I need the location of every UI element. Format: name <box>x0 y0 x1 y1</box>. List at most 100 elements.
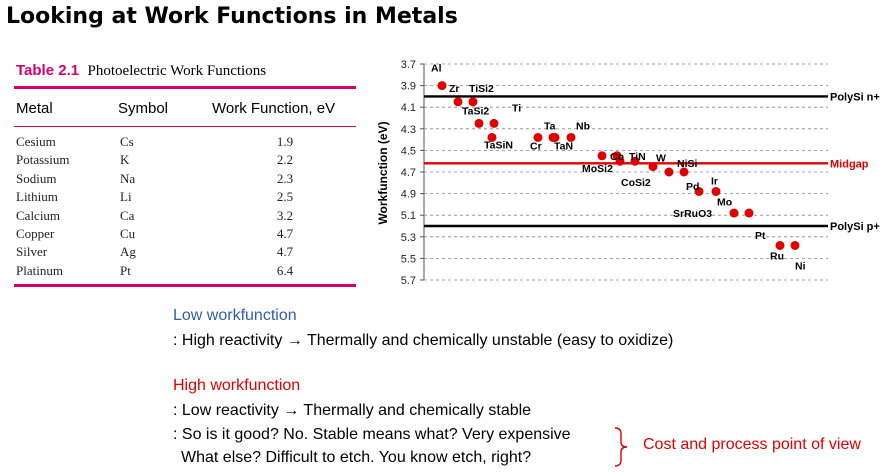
point-label: TiN <box>629 151 646 163</box>
reference-line-label: PolySi n+ <box>830 91 880 103</box>
work-function-cell: 2.3 <box>276 170 294 186</box>
work-function-cell: 2.5 <box>276 189 294 205</box>
symbol-cell: Na <box>120 170 136 186</box>
y-axis-label: Workfunction (eV) <box>376 121 390 224</box>
high-workfunction-heading: High workfunction <box>173 377 301 394</box>
table-caption: Table 2.1 Photoelectric Work Functions <box>16 62 266 80</box>
metal-cell: Potassium <box>16 152 70 168</box>
header-symbol: Symbol <box>118 100 169 117</box>
point-label: Ti <box>512 102 521 114</box>
table-row: Calcium Ca 3.2 <box>14 208 356 226</box>
point-label: TaSiN <box>484 139 513 151</box>
y-tick-label: 4.3 <box>401 124 416 136</box>
work-function-cell: 1.9 <box>276 134 294 149</box>
y-tick-label: 5.7 <box>401 275 416 287</box>
data-point <box>468 97 478 107</box>
point-label: Ru <box>770 250 784 262</box>
data-point <box>679 167 689 177</box>
point-label: Pt <box>755 230 766 242</box>
y-tick-label: 4.1 <box>401 102 416 114</box>
data-point <box>630 156 640 166</box>
metal-cell: Platinum <box>16 262 63 278</box>
point-label: Co <box>610 151 624 163</box>
symbol-cell: K <box>120 152 130 168</box>
data-point <box>615 156 625 166</box>
y-tick-label: 5.3 <box>401 232 416 244</box>
point-label: Mo <box>717 196 732 208</box>
table-row: Copper Cu 4.7 <box>14 226 356 244</box>
work-function-cell: 2.2 <box>276 152 294 168</box>
symbol-cell: Cs <box>120 134 134 149</box>
slide-title: Looking at Work Functions in Metals <box>6 4 458 29</box>
symbol-cell: Ag <box>120 244 136 260</box>
metal-cell: Silver <box>16 244 48 260</box>
table-top-rule <box>14 86 356 89</box>
work-function-cell: 4.7 <box>276 244 294 260</box>
point-label: SrRuO3 <box>673 208 712 220</box>
y-tick-label: 5.5 <box>401 253 416 265</box>
point-label: NiSi <box>677 158 698 170</box>
point-label: Pd <box>686 181 699 193</box>
y-tick-label: 5.1 <box>401 210 416 222</box>
workfunction-chart: Workfunction (eV) 3.7 3.9 4.1 4.3 4.5 4.7 4.9 5… <box>376 59 880 287</box>
table-caption-text: Photoelectric Work Functions <box>87 63 267 79</box>
reference-line-label: Midgap <box>830 158 869 170</box>
y-tick-label: 3.7 <box>401 59 416 71</box>
data-point <box>597 151 607 161</box>
cost-process-note: Cost and process point of view <box>643 436 861 453</box>
table-header-rule <box>14 126 356 127</box>
point-label: Zr <box>449 83 460 95</box>
data-point <box>648 162 658 172</box>
symbol-cell: Ca <box>120 207 135 223</box>
data-point <box>566 132 576 142</box>
table-row: Sodium Na 2.3 <box>14 171 356 189</box>
metal-cell: Cesium <box>16 134 56 149</box>
point-label: TaN <box>554 140 573 152</box>
y-tick-label: 4.7 <box>401 167 416 179</box>
data-point <box>711 186 721 196</box>
reference-line-label: PolySi p+ <box>830 221 880 233</box>
symbol-cell: Cu <box>120 226 136 241</box>
point-label: Ta <box>544 120 556 132</box>
data-point <box>453 97 463 107</box>
table-row: Lithium Li 2.5 <box>14 189 356 207</box>
table-row: Cesium Cs 1.9 <box>14 134 356 152</box>
point-label: Ni <box>795 260 806 272</box>
right-brace-icon <box>614 427 628 467</box>
table-row: Potassium K 2.2 <box>14 152 356 170</box>
high-workfunction-line-2: : So is it good? No. Stable means what? … <box>173 426 571 443</box>
point-label: Ir <box>711 175 718 187</box>
table-number: Table 2.1 <box>16 62 80 79</box>
y-tick-label: 4.5 <box>401 145 416 157</box>
header-metal: Metal <box>16 100 53 117</box>
point-label: MoSi2 <box>582 163 613 175</box>
data-point <box>533 132 543 142</box>
header-work-function: Work Function, eV <box>212 100 336 117</box>
data-point <box>487 132 497 142</box>
data-point <box>664 167 674 177</box>
data-point <box>744 208 754 218</box>
data-point <box>489 118 499 128</box>
metal-cell: Lithium <box>16 189 58 205</box>
table-row: Platinum Pt 6.4 <box>14 263 356 281</box>
data-point <box>729 208 739 218</box>
point-label: W <box>656 153 666 165</box>
work-function-cell: 3.2 <box>276 207 294 223</box>
low-workfunction-heading: Low workfunction <box>173 307 297 324</box>
point-label: Nb <box>576 120 590 132</box>
work-function-cell: 6.4 <box>276 262 294 278</box>
metal-cell: Calcium <box>16 207 61 223</box>
work-function-cell: 4.7 <box>276 226 294 241</box>
point-label: TaSi2 <box>462 105 489 117</box>
symbol-cell: Li <box>120 189 132 205</box>
data-point <box>790 240 800 250</box>
point-label: Cr <box>530 140 542 152</box>
data-point <box>550 132 560 142</box>
data-point <box>474 118 484 128</box>
metal-cell: Sodium <box>16 170 57 186</box>
point-label: Al <box>431 63 442 75</box>
data-point <box>775 240 785 250</box>
symbol-cell: Pt <box>120 262 131 278</box>
y-tick-label: 4.9 <box>401 189 416 201</box>
metal-cell: Copper <box>16 226 55 241</box>
